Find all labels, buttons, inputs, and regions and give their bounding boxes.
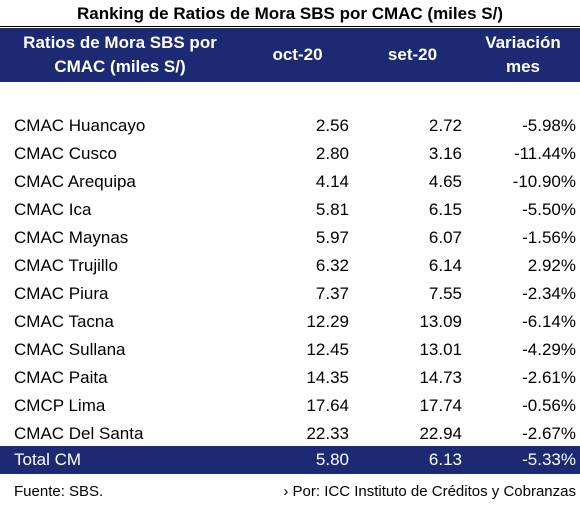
- row-oct: 5.81: [315, 200, 349, 219]
- row-set: 4.65: [428, 172, 462, 191]
- row-name: CMCP Lima: [14, 396, 106, 415]
- header-ratios-line1: Ratios de Mora SBS por: [23, 33, 217, 52]
- table-row: CMAC Del Santa 22.33 22.94 -2.67%: [0, 420, 580, 448]
- total-var: -5.33%: [522, 450, 576, 469]
- header-ratios: Ratios de Mora SBS por CMAC (miles S/): [0, 31, 240, 79]
- table-body: CMAC Huancayo 2.56 2.72 -5.98% CMAC Cusco 2.…: [0, 112, 580, 448]
- row-set: 6.15: [428, 200, 462, 219]
- row-oct: 5.97: [315, 228, 349, 247]
- row-set: 13.01: [419, 340, 462, 359]
- row-var: 2.92%: [527, 256, 576, 275]
- row-var: -2.67%: [522, 424, 576, 443]
- row-name: CMAC Trujillo: [14, 256, 118, 275]
- row-name: CMAC Huancayo: [14, 116, 146, 135]
- row-oct: 6.32: [315, 256, 349, 275]
- table-row: CMAC Trujillo 6.32 6.14 2.92%: [0, 252, 580, 280]
- footer: Fuente: SBS. › Por: ICC Instituto de Cré…: [0, 480, 580, 504]
- row-var: -11.44%: [513, 144, 576, 163]
- row-var: -2.61%: [522, 368, 576, 387]
- total-oct: 5.80: [315, 450, 349, 469]
- table-title: Ranking de Ratios de Mora SBS por CMAC (…: [0, 2, 580, 27]
- table-row: CMAC Paita 14.35 14.73 -2.61%: [0, 364, 580, 392]
- table-row: CMAC Cusco 2.80 3.16 -11.44%: [0, 140, 580, 168]
- row-name: CMAC Ica: [14, 200, 92, 219]
- row-set: 14.73: [419, 368, 462, 387]
- row-set: 7.55: [428, 284, 462, 303]
- row-name: CMAC Maynas: [14, 228, 129, 247]
- row-set: 17.74: [419, 396, 462, 415]
- total-set: 6.13: [428, 450, 462, 469]
- table-row: CMAC Tacna 12.29 13.09 -6.14%: [0, 308, 580, 336]
- row-name: CMAC Del Santa: [14, 424, 144, 443]
- row-oct: 22.33: [306, 424, 349, 443]
- row-set: 13.09: [419, 312, 462, 331]
- row-oct: 2.80: [315, 144, 349, 163]
- row-var: -5.50%: [522, 200, 576, 219]
- table-row: CMAC Ica 5.81 6.15 -5.50%: [0, 196, 580, 224]
- row-set: 3.16: [428, 144, 462, 163]
- row-oct: 7.37: [315, 284, 349, 303]
- row-var: -10.90%: [512, 172, 576, 191]
- row-oct: 17.64: [306, 396, 349, 415]
- header-oct: oct-20: [272, 45, 323, 64]
- row-name: CMAC Cusco: [14, 144, 117, 163]
- row-var: -2.34%: [522, 284, 576, 303]
- row-oct: 12.45: [306, 340, 349, 359]
- footer-source: Fuente: SBS.: [14, 483, 104, 500]
- row-name: CMAC Tacna: [14, 312, 114, 331]
- table-row: CMAC Huancayo 2.56 2.72 -5.98%: [0, 112, 580, 140]
- header-variacion-line1: Variación: [485, 33, 561, 52]
- header-set: set-20: [387, 45, 438, 64]
- header-variacion-line2: mes: [505, 57, 541, 76]
- table-row: CMAC Sullana 12.45 13.01 -4.29%: [0, 336, 580, 364]
- table-row: CMCP Lima 17.64 17.74 -0.56%: [0, 392, 580, 420]
- row-set: 6.07: [428, 228, 462, 247]
- row-set: 2.72: [428, 116, 462, 135]
- footer-credit: › Por: ICC Instituto de Créditos y Cobra…: [283, 483, 576, 500]
- row-oct: 12.29: [306, 312, 349, 331]
- table-header: Ratios de Mora SBS por CMAC (miles S/) o…: [0, 28, 580, 82]
- table-row: CMAC Maynas 5.97 6.07 -1.56%: [0, 224, 580, 252]
- row-var: -0.56%: [522, 396, 576, 415]
- row-name: CMAC Piura: [14, 284, 109, 303]
- table-row: CMAC Piura 7.37 7.55 -2.34%: [0, 280, 580, 308]
- row-oct: 4.14: [315, 172, 349, 191]
- row-oct: 14.35: [306, 368, 349, 387]
- row-var: -1.56%: [522, 228, 576, 247]
- header-ratios-line2: CMAC (miles S/): [54, 57, 186, 76]
- row-var: -5.98%: [522, 116, 576, 135]
- row-var: -6.14%: [522, 312, 576, 331]
- row-name: CMAC Paita: [14, 368, 108, 387]
- row-oct: 2.56: [315, 116, 349, 135]
- row-set: 6.14: [428, 256, 462, 275]
- row-var: -4.29%: [522, 340, 576, 359]
- row-name: CMAC Arequipa: [14, 172, 136, 191]
- total-name: Total CM: [14, 450, 82, 469]
- table-row: CMAC Arequipa 4.14 4.65 -10.90%: [0, 168, 580, 196]
- row-set: 22.94: [419, 424, 462, 443]
- row-name: CMAC Sullana: [14, 340, 126, 359]
- total-row: Total CM 5.80 6.13 -5.33%: [0, 446, 580, 474]
- header-variacion: Variación mes: [470, 31, 576, 79]
